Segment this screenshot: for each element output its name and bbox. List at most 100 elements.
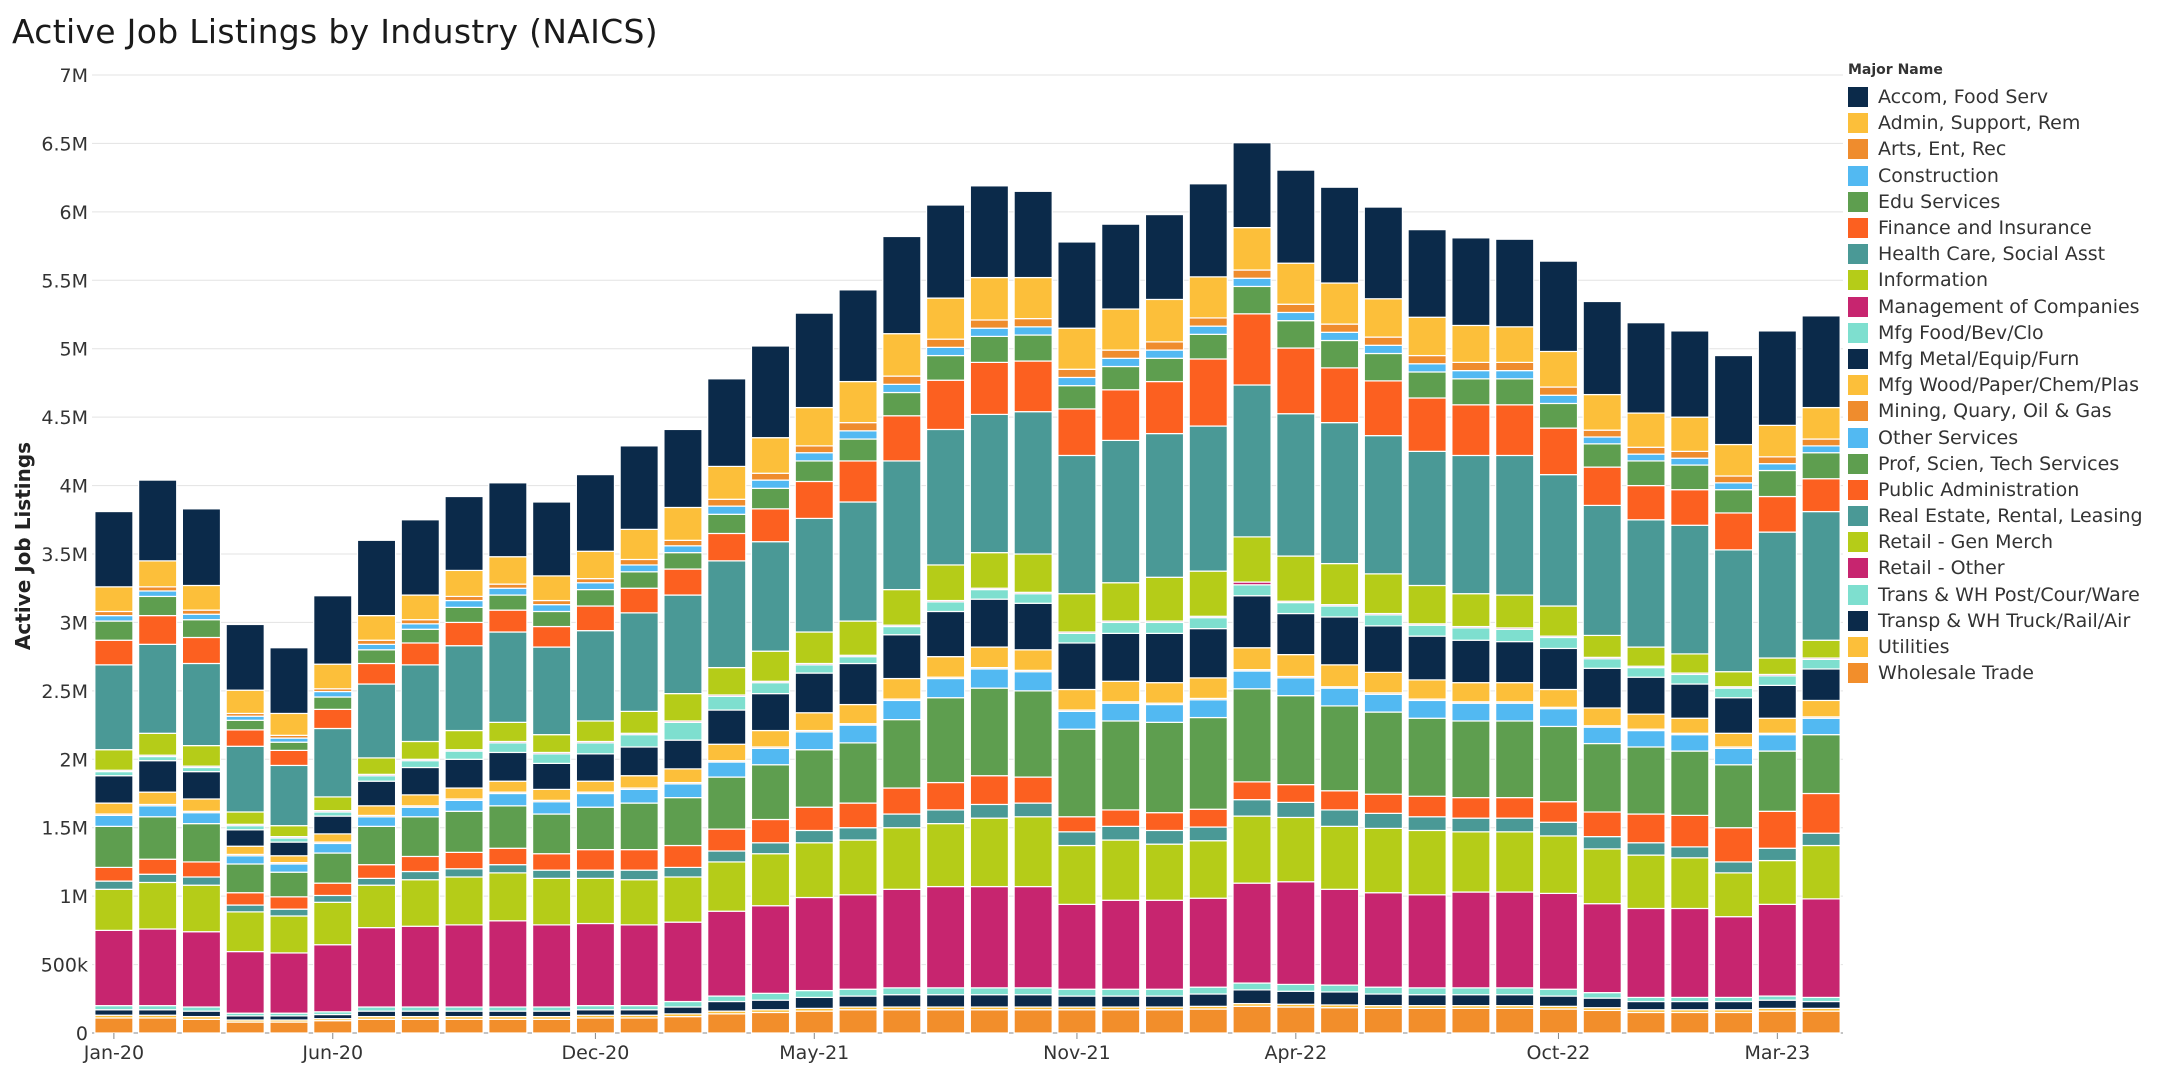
bar-segment[interactable]: Other Services 2022-08: 130000 [1451,702,1491,722]
bar-segment[interactable]: Arts, Ent, Rec 2021-06: 60000 [838,422,878,432]
bar-segment[interactable]: Public Administration 2020-06: 90000 [313,882,353,897]
bar-segment[interactable]: Construction 2020-04: 30000 [225,715,265,721]
bar-segment[interactable]: Other Services 2020-11: 90000 [531,801,572,815]
bar-segment[interactable]: Retail - Other 2020-04: 450000 [225,950,265,1014]
bar-segment[interactable]: Retail - Gen Merch 2022-11: 400000 [1582,848,1622,905]
bar-segment[interactable]: Finance and Insurance 2021-12: 370000 [1101,389,1141,442]
bar-segment[interactable]: Mfg Metal/Equip/Furn 2022-12: 270000 [1626,676,1666,715]
bar-segment[interactable]: Admin, Support, Rem 2021-05: 280000 [794,406,834,447]
bar-segment[interactable]: Mfg Metal/Equip/Furn 2022-11: 290000 [1582,667,1622,709]
bar-segment[interactable]: Real Estate, Rental, Leasing 2023-04: 90… [1801,832,1841,847]
bar-segment[interactable]: Mfg Food/Bev/Clo 2021-11: 70000 [1057,632,1097,644]
bar-segment[interactable]: Finance and Insurance 2020-09: 170000 [444,621,484,647]
bar-segment[interactable]: Prof, Scien, Tech Services 2023-03: 4400… [1757,750,1797,812]
bar-segment[interactable]: Mfg Food/Bev/Clo 2021-07: 60000 [882,625,922,636]
bar-segment[interactable]: Construction 2022-03: 60000 [1232,277,1272,288]
bar-segment[interactable]: Construction 2022-02: 60000 [1188,325,1228,335]
bar-segment[interactable]: Prof, Scien, Tech Services 2021-02: 3500… [663,797,703,847]
bar-segment[interactable]: Admin, Support, Rem 2021-06: 300000 [838,380,878,424]
bar-segment[interactable]: Mfg Food/Bev/Clo 2023-01: 70000 [1670,673,1710,685]
bar-segment[interactable]: Admin, Support, Rem 2021-12: 300000 [1101,308,1141,351]
bar-segment[interactable]: Mfg Wood/Paper/Chem/Plas 2021-04: 120000 [750,729,791,748]
bar-segment[interactable]: Public Administration 2020-10: 120000 [488,847,528,866]
bar-segment[interactable]: Accom, Food Serv 2020-12: 560000 [575,474,616,552]
legend-item[interactable]: Transp & WH Truck/Rail/Air [1848,608,2148,634]
bar-segment[interactable]: Edu Services 2021-08: 180000 [925,354,966,381]
bar-segment[interactable]: Prof, Scien, Tech Services 2022-10: 5500… [1538,725,1579,803]
bar-segment[interactable]: Mfg Wood/Paper/Chem/Plas 2022-06: 150000 [1363,671,1403,694]
bar-segment[interactable]: Retail - Gen Merch 2022-08: 440000 [1451,831,1491,893]
bar-segment[interactable]: Wholesale Trade 2020-03: 100000 [181,1018,222,1034]
bar-segment[interactable]: Prof, Scien, Tech Services 2022-07: 5700… [1407,717,1447,797]
bar-segment[interactable]: Transp & WH Truck/Rail/Air 2023-01: 6000… [1670,1000,1710,1011]
bar-segment[interactable]: Accom, Food Serv 2021-10: 630000 [1013,190,1053,279]
bar-segment[interactable]: Prof, Scien, Tech Services 2021-11: 6400… [1057,728,1097,818]
bar-segment[interactable]: Mfg Metal/Equip/Furn 2022-08: 310000 [1451,639,1491,684]
bar-segment[interactable]: Retail - Gen Merch 2022-02: 420000 [1188,840,1228,899]
bar-segment[interactable]: Mfg Metal/Equip/Furn 2020-06: 130000 [313,815,353,835]
bar-segment[interactable]: Mfg Food/Bev/Clo 2021-04: 80000 [750,682,791,695]
bar-segment[interactable]: Edu Services 2021-04: 150000 [750,487,791,510]
bar-segment[interactable]: Mfg Metal/Equip/Furn 2020-03: 200000 [181,770,222,800]
bar-segment[interactable]: Arts, Ent, Rec 2022-07: 60000 [1407,354,1447,365]
bar-segment[interactable]: Retail - Other 2022-03: 730000 [1232,882,1272,984]
bar-segment[interactable]: Edu Services 2023-02: 170000 [1713,489,1754,514]
bar-segment[interactable]: Real Estate, Rental, Leasing 2021-10: 10… [1013,802,1053,818]
bar-segment[interactable]: Admin, Support, Rem 2021-07: 310000 [882,333,922,377]
bar-segment[interactable]: Retail - Other 2020-01: 550000 [94,929,134,1007]
bar-segment[interactable]: Arts, Ent, Rec 2022-09: 60000 [1495,361,1535,372]
bar-segment[interactable]: Public Administration 2021-06: 180000 [838,802,878,829]
bar-segment[interactable]: Public Administration 2020-07: 100000 [356,864,397,879]
bar-segment[interactable]: Accom, Food Serv 2021-01: 610000 [619,445,659,530]
bar-segment[interactable]: Mfg Metal/Equip/Furn 2023-02: 260000 [1713,697,1754,734]
bar-segment[interactable]: Mfg Metal/Equip/Furn 2020-08: 200000 [400,766,440,796]
bar-segment[interactable]: Construction 2021-08: 60000 [925,346,966,357]
bar-segment[interactable]: Other Services 2020-05: 60000 [269,863,309,873]
bar-segment[interactable]: Mfg Wood/Paper/Chem/Plas 2021-08: 150000 [925,656,966,678]
bar-segment[interactable]: Arts, Ent, Rec 2020-09: 30000 [444,595,484,602]
bar-segment[interactable]: Arts, Ent, Rec 2021-08: 60000 [925,338,966,348]
bar-segment[interactable]: Public Administration 2021-10: 190000 [1013,776,1053,804]
bar-segment[interactable]: Public Administration 2022-10: 150000 [1538,801,1579,823]
bar-segment[interactable]: Retail - Gen Merch 2023-04: 390000 [1801,844,1841,900]
bar-segment[interactable]: Mfg Food/Bev/Clo 2020-07: 40000 [356,775,397,782]
bar-segment[interactable]: Prof, Scien, Tech Services 2022-12: 4900… [1626,746,1666,815]
bar-segment[interactable]: Retail - Other 2020-07: 580000 [356,927,397,1008]
bar-segment[interactable]: Construction 2020-07: 40000 [356,643,397,651]
bar-segment[interactable]: Other Services 2021-11: 130000 [1057,710,1097,730]
bar-segment[interactable]: Finance and Insurance 2023-04: 240000 [1801,478,1841,513]
bar-segment[interactable]: Public Administration 2020-05: 90000 [269,896,309,910]
bar-segment[interactable]: Health Care, Social Asst 2020-04: 480000 [225,745,265,813]
bar-segment[interactable]: Edu Services 2021-06: 160000 [838,438,878,462]
bar-segment[interactable]: Construction 2020-11: 50000 [531,604,572,613]
bar-segment[interactable]: Finance and Insurance 2020-07: 150000 [356,662,397,685]
bar-segment[interactable]: Trans & WH Post/Cour/Ware 2022-02: 50000 [1188,986,1228,995]
bar-segment[interactable]: Finance and Insurance 2023-03: 260000 [1757,495,1797,533]
bar-segment[interactable]: Edu Services 2020-11: 110000 [531,610,572,628]
bar-segment[interactable]: Health Care, Social Asst 2020-03: 600000 [181,662,222,747]
bar-segment[interactable]: Accom, Food Serv 2023-01: 630000 [1670,330,1710,418]
bar-segment[interactable]: Admin, Support, Rem 2020-12: 200000 [575,550,616,580]
bar-segment[interactable]: Other Services 2021-05: 130000 [794,731,834,751]
bar-segment[interactable]: Wholesale Trade 2020-06: 90000 [313,1020,353,1034]
bar-segment[interactable]: Transp & WH Truck/Rail/Air 2020-04: 3000… [225,1015,265,1021]
bar-segment[interactable]: Public Administration 2020-02: 110000 [138,858,178,875]
bar-segment[interactable]: Wholesale Trade 2022-07: 180000 [1407,1007,1447,1034]
bar-segment[interactable]: Finance and Insurance 2021-08: 360000 [925,379,966,431]
bar-segment[interactable]: Real Estate, Rental, Leasing 2021-05: 90… [794,829,834,844]
bar-segment[interactable]: Edu Services 2022-01: 170000 [1144,357,1185,383]
bar-segment[interactable]: Mfg Wood/Paper/Chem/Plas 2020-03: 90000 [181,798,222,812]
bar-segment[interactable]: Trans & WH Post/Cour/Ware 2022-01: 50000 [1144,988,1185,997]
bar-segment[interactable]: Accom, Food Serv 2023-04: 670000 [1801,315,1841,409]
bar-segment[interactable]: Transp & WH Truck/Rail/Air 2020-06: 3000… [313,1013,353,1020]
bar-segment[interactable]: Prof, Scien, Tech Services 2023-04: 4300… [1801,734,1841,795]
bar-segment[interactable]: Retail - Gen Merch 2021-05: 400000 [794,842,834,899]
bar-segment[interactable]: Trans & WH Post/Cour/Ware 2023-01: 30000 [1670,996,1710,1003]
bar-segment[interactable]: Mfg Wood/Paper/Chem/Plas 2022-01: 150000 [1144,682,1185,704]
bar-segment[interactable]: Information 2022-03: 330000 [1232,536,1272,583]
bar-segment[interactable]: Information 2022-07: 280000 [1407,584,1447,625]
bar-segment[interactable]: Accom, Food Serv 2021-02: 570000 [663,428,703,509]
bar-segment[interactable]: Transp & WH Truck/Rail/Air 2020-01: 4000… [94,1009,134,1016]
bar-segment[interactable]: Construction 2022-09: 60000 [1495,370,1535,380]
bar-segment[interactable]: Other Services 2021-03: 110000 [707,761,747,778]
